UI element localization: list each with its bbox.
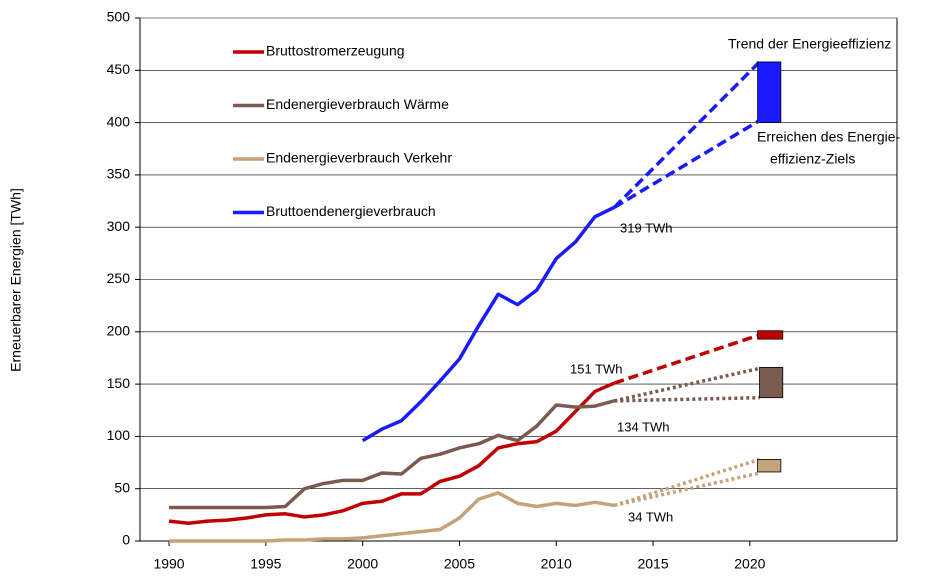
x-tick-label: 1995 (250, 556, 281, 572)
y-tick-label: 500 (107, 9, 131, 25)
annotation: 134 TWh (617, 419, 670, 434)
y-axis-label: Erneuerbarer Energien [TWh] (8, 188, 24, 372)
target-range (757, 459, 782, 473)
y-tick-label: 200 (107, 323, 131, 339)
legend-label: Bruttoendenergieverbrauch (266, 203, 436, 219)
annotation: 151 TWh (570, 361, 623, 376)
y-tick-label: 0 (122, 532, 130, 548)
projection-line (613, 119, 761, 209)
projection-line (613, 366, 760, 403)
series-line (169, 491, 615, 543)
projection-line (613, 471, 760, 508)
annotation: Erreichen des Energie- (757, 129, 901, 145)
y-tick-label: 100 (107, 427, 131, 443)
y-tick-label: 300 (107, 218, 131, 234)
series-line (169, 399, 615, 510)
projection-line (614, 395, 760, 403)
x-tick-label: 1990 (153, 556, 184, 572)
x-tick-label: 2020 (734, 556, 765, 572)
annotation: effizienz-Ziels (770, 151, 855, 167)
legend-label: Endenergieverbrauch Verkehr (266, 150, 452, 166)
projection-line (613, 60, 761, 209)
projection-line (613, 457, 761, 508)
y-tick-label: 250 (107, 270, 131, 286)
x-tick-label: 2010 (541, 556, 572, 572)
x-tick-label: 2000 (347, 556, 378, 572)
x-tick-label: 2015 (637, 556, 668, 572)
y-tick-label: 400 (107, 113, 131, 129)
legend-label: Endenergieverbrauch Wärme (266, 96, 449, 112)
y-tick-label: 350 (107, 166, 131, 182)
y-tick-label: 450 (107, 61, 131, 77)
target-range (757, 61, 782, 123)
x-tick-label: 2005 (444, 556, 475, 572)
annotation: Trend der Energieeffizienz (728, 36, 891, 52)
annotation: 319 TWh (620, 220, 673, 235)
y-tick-label: 50 (114, 479, 130, 495)
series-line (361, 205, 616, 443)
annotation: 34 TWh (628, 509, 673, 524)
legend-label: Bruttostromerzeugung (266, 43, 405, 59)
target-range (759, 366, 784, 399)
projection-line (613, 333, 761, 385)
target-range (757, 330, 784, 340)
y-tick-label: 150 (107, 375, 131, 391)
series-line (168, 381, 616, 525)
